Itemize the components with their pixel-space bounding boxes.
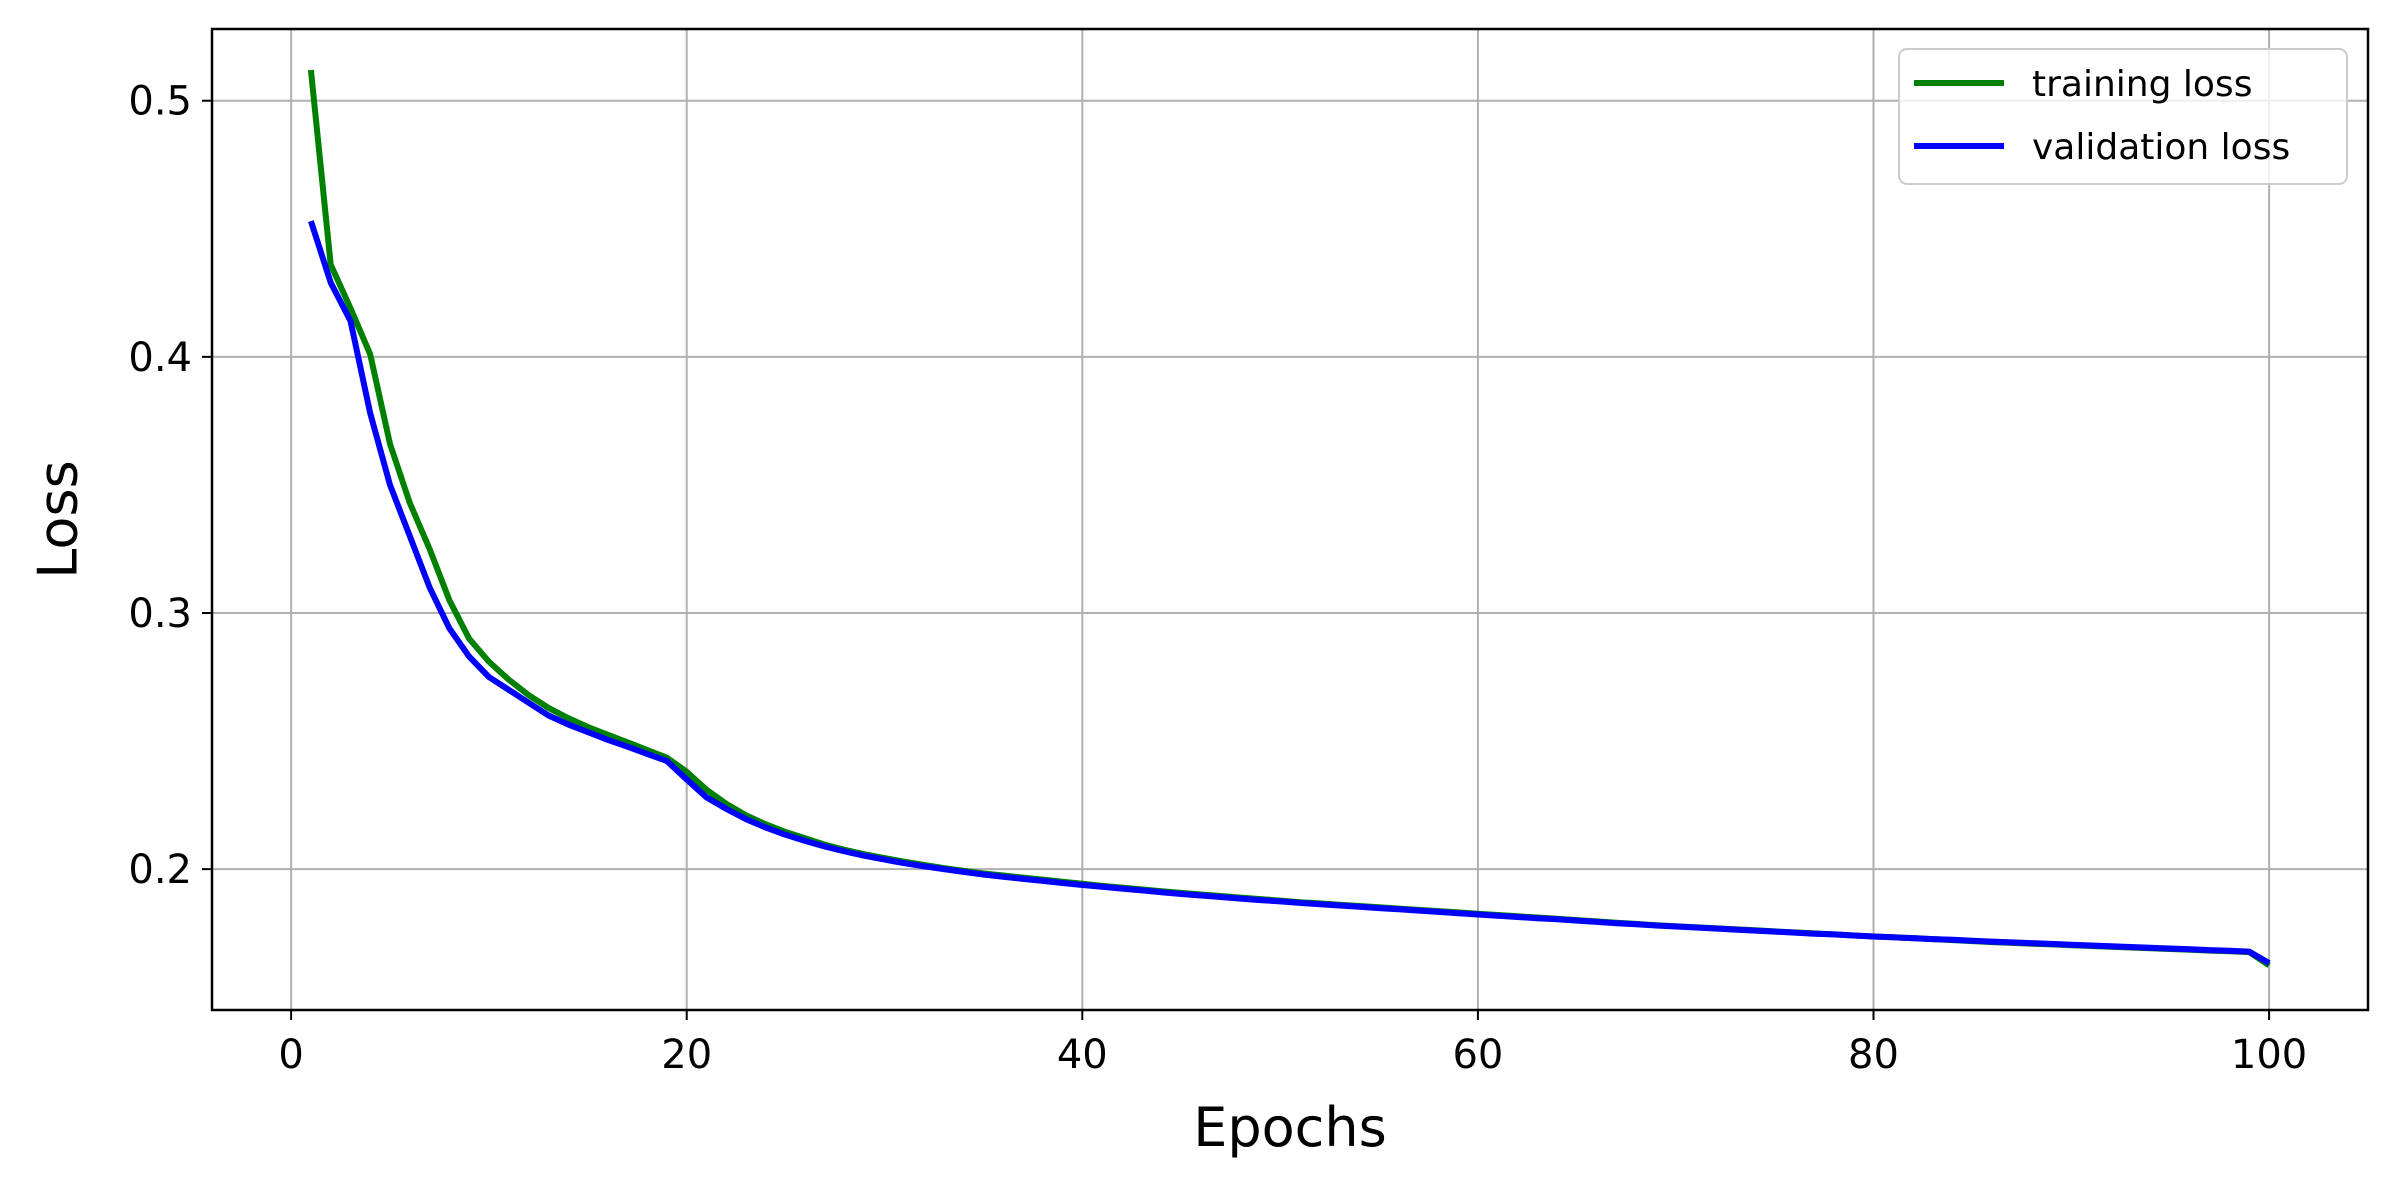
y-tick-label: 0.4 — [128, 335, 192, 381]
y-tick-label: 0.3 — [128, 591, 192, 637]
legend: training loss validation loss — [1898, 48, 2348, 185]
plot-frame — [210, 27, 2370, 1012]
x-tick-label: 80 — [1848, 1032, 1899, 1078]
y-tick-label: 0.2 — [128, 847, 192, 893]
x-tick-label: 20 — [661, 1032, 712, 1078]
legend-box — [1898, 48, 2348, 185]
y-tick-label: 0.5 — [128, 79, 192, 125]
x-axis-title: Epochs — [1193, 1096, 1386, 1159]
x-tick-label: 100 — [2231, 1032, 2307, 1078]
x-tick-label: 0 — [278, 1032, 303, 1078]
legend-label: validation loss — [2032, 127, 2290, 168]
series-line-validation-loss — [308, 220, 2271, 966]
legend-label: training loss — [2032, 64, 2252, 105]
axis-ticks: 0 20 40 60 80 100 0.2 0.3 0.4 0.5 — [128, 79, 2307, 1078]
series-lines — [307, 69, 2271, 968]
x-tick-label: 60 — [1452, 1032, 1503, 1078]
x-tick-label: 40 — [1057, 1032, 1108, 1078]
y-axis-title: Loss — [27, 460, 90, 578]
